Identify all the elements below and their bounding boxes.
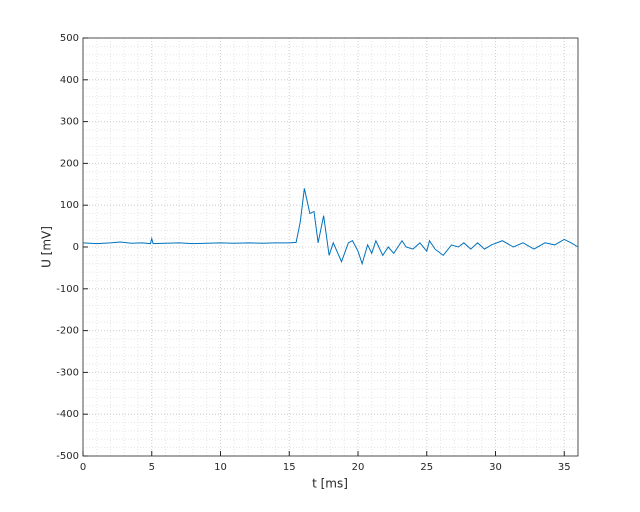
x-tick-label: 30 bbox=[489, 462, 502, 473]
y-tick-label: 300 bbox=[60, 117, 79, 128]
y-axis-label: U [mV] bbox=[40, 226, 54, 268]
y-tick-label: -300 bbox=[56, 367, 79, 378]
data-line bbox=[82, 188, 579, 266]
y-tick-label: -400 bbox=[56, 409, 79, 420]
x-tick-label: 20 bbox=[352, 462, 365, 473]
y-tick-label: 500 bbox=[60, 33, 79, 44]
y-tick-label: -200 bbox=[56, 326, 79, 337]
x-tick-label: 35 bbox=[558, 462, 571, 473]
x-axis-label: t [ms] bbox=[312, 477, 348, 491]
y-tick-label: 400 bbox=[60, 75, 79, 86]
y-tick-label: 100 bbox=[60, 200, 79, 211]
x-tick-label: 15 bbox=[283, 462, 296, 473]
x-tick-label: 10 bbox=[214, 462, 227, 473]
y-tick-label: 0 bbox=[73, 242, 79, 253]
x-tick-label: 5 bbox=[149, 462, 155, 473]
y-tick-label: -100 bbox=[56, 284, 79, 295]
x-tick-label: 0 bbox=[80, 462, 86, 473]
y-tick-label: 200 bbox=[60, 158, 79, 169]
y-tick-label: -500 bbox=[56, 451, 79, 462]
x-tick-label: 25 bbox=[420, 462, 433, 473]
